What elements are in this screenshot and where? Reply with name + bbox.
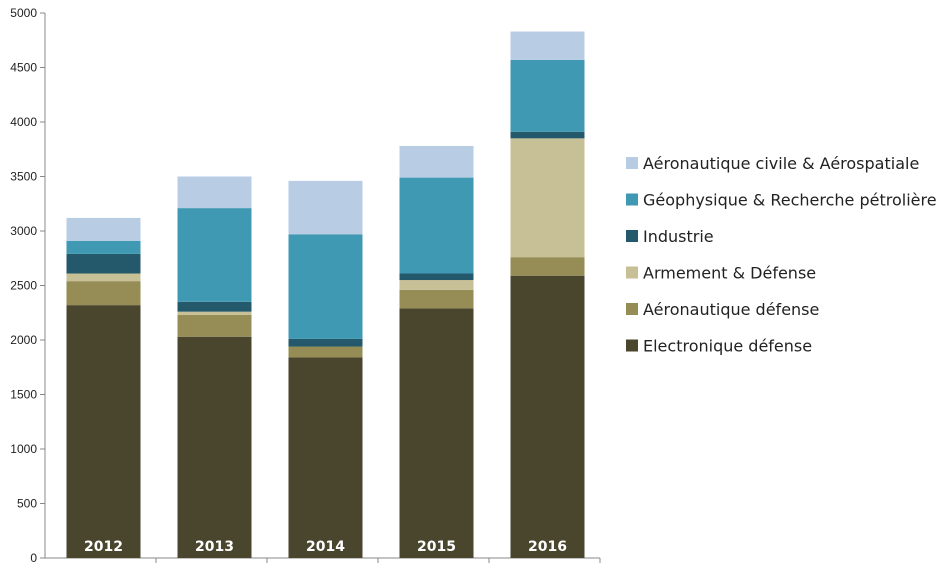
bar-segment-2015-0 — [399, 308, 474, 558]
bar-segment-2014-1 — [288, 346, 363, 358]
axes: 0 500 1000 1500 2000 2500 3000 3500 4000 4500 5000 — [10, 6, 601, 565]
y-tick-label: 2500 — [10, 279, 37, 293]
bar-segment-2014-0 — [288, 357, 363, 558]
y-tick-label: 3000 — [10, 224, 37, 238]
legend-label-1: Aéronautique défense — [643, 300, 819, 319]
legend-label-2: Armement & Défense — [643, 264, 816, 283]
y-tick-label: 0 — [30, 551, 37, 565]
bar-segment-2014-5 — [288, 180, 363, 235]
bar-segment-2015-2 — [399, 280, 474, 290]
bar-segment-2016-3 — [510, 131, 585, 139]
y-tick-label: 4500 — [10, 61, 37, 75]
bar-segment-2014-3 — [288, 338, 363, 347]
legend-swatch-4 — [626, 193, 638, 206]
category-label-2013: 2013 — [195, 539, 234, 555]
legend-label-4: Géophysique & Recherche pétrolière — [643, 191, 937, 210]
bar-segment-2013-2 — [177, 311, 252, 315]
bar-segment-2016-4 — [510, 59, 585, 132]
bar-segment-2012-3 — [66, 253, 141, 274]
bar-segment-2012-1 — [66, 281, 141, 306]
legend-label-5: Aéronautique civile & Aérospatiale — [643, 154, 919, 173]
category-labels: 2012 2013 2014 2015 2016 — [84, 539, 567, 555]
bar-segment-2015-5 — [399, 145, 474, 178]
category-label-2015: 2015 — [417, 539, 456, 555]
bar-segment-2015-1 — [399, 289, 474, 309]
bar-segment-2013-5 — [177, 176, 252, 209]
y-tick-label: 5000 — [10, 6, 37, 20]
bar-segment-2016-5 — [510, 31, 585, 60]
bar-segment-2012-0 — [66, 305, 141, 558]
y-tick-label: 1000 — [10, 442, 37, 456]
legend-label-0: Electronique défense — [643, 337, 812, 356]
legend-swatch-0 — [626, 339, 638, 352]
bar-segment-2012-5 — [66, 217, 141, 241]
bar-segment-2016-1 — [510, 257, 585, 276]
bar-segment-2014-4 — [288, 234, 363, 339]
legend-swatch-1 — [626, 303, 638, 315]
y-tick-label: 2000 — [10, 333, 37, 347]
bar-segment-2015-4 — [399, 177, 474, 274]
legend-swatch-3 — [626, 230, 638, 242]
y-tick-label: 1500 — [10, 388, 37, 402]
bar-segment-2015-3 — [399, 273, 474, 281]
category-label-2014: 2014 — [306, 539, 345, 555]
y-tick-label: 500 — [17, 497, 37, 511]
legend-label-3: Industrie — [643, 227, 714, 246]
category-label-2012: 2012 — [84, 539, 123, 555]
bar-segment-2013-3 — [177, 301, 252, 312]
legend-swatch-5 — [626, 157, 638, 169]
bar-segment-2012-2 — [66, 273, 141, 282]
bar-segment-2012-4 — [66, 240, 141, 254]
bar-segment-2016-0 — [510, 275, 585, 558]
bar-segment-2013-1 — [177, 314, 252, 337]
legend-swatch-2 — [626, 266, 638, 279]
bar-segment-2016-2 — [510, 138, 585, 258]
bars — [66, 31, 585, 558]
legend: Aéronautique civile & Aérospatiale Géophy… — [626, 154, 937, 356]
bar-segment-2013-0 — [177, 336, 252, 558]
category-label-2016: 2016 — [528, 539, 567, 555]
bar-segment-2013-4 — [177, 208, 252, 302]
y-tick-label: 4000 — [10, 115, 37, 129]
y-tick-label: 3500 — [10, 170, 37, 184]
